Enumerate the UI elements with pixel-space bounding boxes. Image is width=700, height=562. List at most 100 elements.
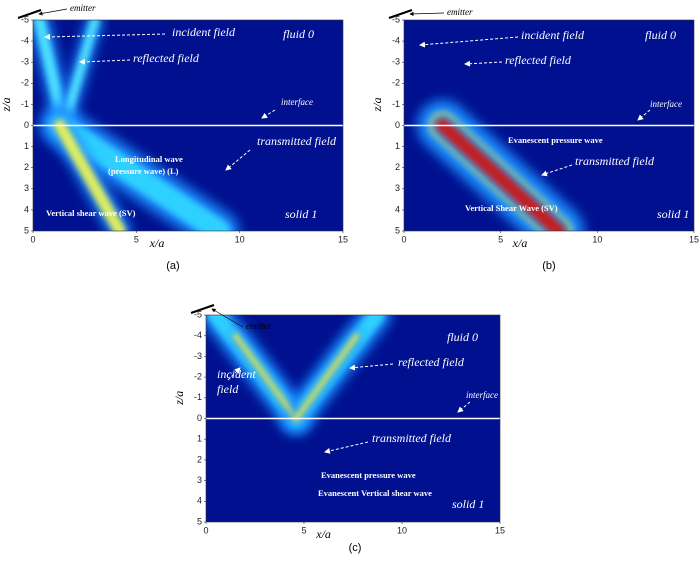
- z-tick-label: -1: [21, 99, 29, 109]
- z-tick-label: -1: [392, 99, 400, 109]
- annotation: Evanescent Vertical shear wave: [318, 488, 432, 498]
- z-tick-label: 2: [24, 162, 29, 172]
- annotation: (pressure wave) (L): [108, 166, 179, 176]
- x-tick-label: 5: [134, 234, 139, 244]
- x-tick-label: 15: [689, 234, 699, 244]
- z-tick-label: -3: [392, 57, 400, 67]
- z-tick-label: -5: [21, 14, 29, 24]
- caption: (b): [542, 260, 555, 272]
- x-tick-label: 10: [397, 525, 407, 535]
- annotation: emitter: [246, 321, 272, 331]
- z-tick-label: 1: [197, 434, 202, 444]
- annotation-arrow: [457, 401, 471, 413]
- z-tick-label: -5: [194, 309, 202, 319]
- annotation: incident field: [521, 28, 585, 42]
- x-tick-label: 5: [301, 525, 306, 535]
- annotation: solid 1: [452, 497, 484, 511]
- annotation: Evanescent pressure wave: [321, 470, 416, 480]
- annotation-arrow: [225, 149, 251, 171]
- z-tick-label: -4: [392, 35, 400, 45]
- emitter-arrow: [38, 8, 68, 16]
- emitter: [388, 9, 413, 19]
- annotation: transmitted field: [257, 134, 337, 148]
- annotation: emitter: [447, 7, 473, 17]
- z-tick-label: 0: [197, 413, 202, 423]
- z-tick-label: 2: [395, 162, 400, 172]
- annotation-arrow: [324, 441, 369, 454]
- z-axis-label: z/a: [0, 97, 13, 112]
- x-tick-label: 15: [495, 525, 505, 535]
- annotation: field: [217, 382, 239, 396]
- z-tick-label: -2: [21, 78, 29, 88]
- annotation: interface: [650, 99, 682, 109]
- annotation: transmitted field: [575, 154, 655, 168]
- annotation-arrow: [419, 36, 519, 48]
- annotation: solid 1: [285, 207, 317, 221]
- annotation-arrow: [541, 164, 573, 177]
- beam-core: [435, 118, 566, 231]
- annotation: transmitted field: [372, 431, 452, 445]
- annotation: fluid 0: [283, 27, 314, 41]
- z-tick-label: -2: [194, 371, 202, 381]
- annotation: incident: [217, 367, 256, 381]
- z-axis-label: z/a: [172, 391, 186, 406]
- emitter-arrow: [211, 308, 244, 328]
- annotation: Evanescent pressure wave: [508, 135, 603, 145]
- annotation-arrow: [44, 33, 166, 40]
- x-tick-label: 0: [203, 525, 208, 535]
- caption: (a): [166, 260, 179, 272]
- z-tick-label: 2: [197, 454, 202, 464]
- annotation: Vertical Shear Wave (SV): [465, 203, 558, 213]
- annotation-arrow: [79, 58, 131, 65]
- annotation-arrow: [349, 363, 394, 371]
- x-tick-label: 0: [30, 234, 35, 244]
- z-tick-label: -4: [194, 330, 202, 340]
- x-axis-label: x/a: [315, 527, 331, 541]
- annotation-arrow: [261, 109, 276, 119]
- z-tick-label: 5: [395, 225, 400, 235]
- beam-core: [59, 20, 100, 130]
- annotation: reflected field: [505, 53, 572, 67]
- x-axis-label: x/a: [512, 236, 528, 250]
- annotation: emitter: [70, 3, 96, 13]
- heatmap: [417, 20, 584, 231]
- x-tick-label: 10: [235, 234, 245, 244]
- z-tick-label: 3: [24, 183, 29, 193]
- x-axis-label: x/a: [149, 236, 165, 250]
- z-tick-label: 1: [24, 141, 29, 151]
- z-tick-label: 4: [24, 204, 29, 214]
- annotation-arrow: [637, 109, 651, 121]
- annotation: fluid 0: [645, 28, 676, 42]
- beam-core: [232, 332, 300, 422]
- z-tick-label: 5: [197, 516, 202, 526]
- z-tick-label: -4: [21, 35, 29, 45]
- z-tick-label: 5: [24, 225, 29, 235]
- z-tick-label: 3: [197, 475, 202, 485]
- annotation: reflected field: [398, 355, 465, 369]
- annotation: reflected field: [133, 51, 200, 65]
- z-tick-label: 4: [395, 204, 400, 214]
- annotation: Longitudinal wave: [115, 154, 183, 164]
- emitter-arrow: [409, 11, 445, 16]
- annotation: solid 1: [657, 207, 689, 221]
- annotation-arrow: [227, 367, 241, 381]
- heatmap: [206, 315, 391, 433]
- annotation: incident field: [172, 25, 236, 39]
- annotation: Vertical shear wave (SV): [46, 208, 136, 218]
- heatmap: [33, 20, 239, 231]
- caption: (c): [349, 542, 362, 554]
- z-axis-label: z/a: [370, 97, 384, 112]
- z-tick-label: -1: [194, 392, 202, 402]
- annotation-arrow: [464, 60, 503, 67]
- beam-core: [293, 332, 360, 422]
- z-tick-label: 1: [395, 141, 400, 151]
- x-tick-label: 15: [338, 234, 348, 244]
- z-tick-label: 0: [24, 120, 29, 130]
- emitter: [190, 304, 215, 314]
- beam-core: [48, 114, 230, 231]
- annotation: interface: [466, 390, 498, 400]
- z-tick-label: -3: [21, 57, 29, 67]
